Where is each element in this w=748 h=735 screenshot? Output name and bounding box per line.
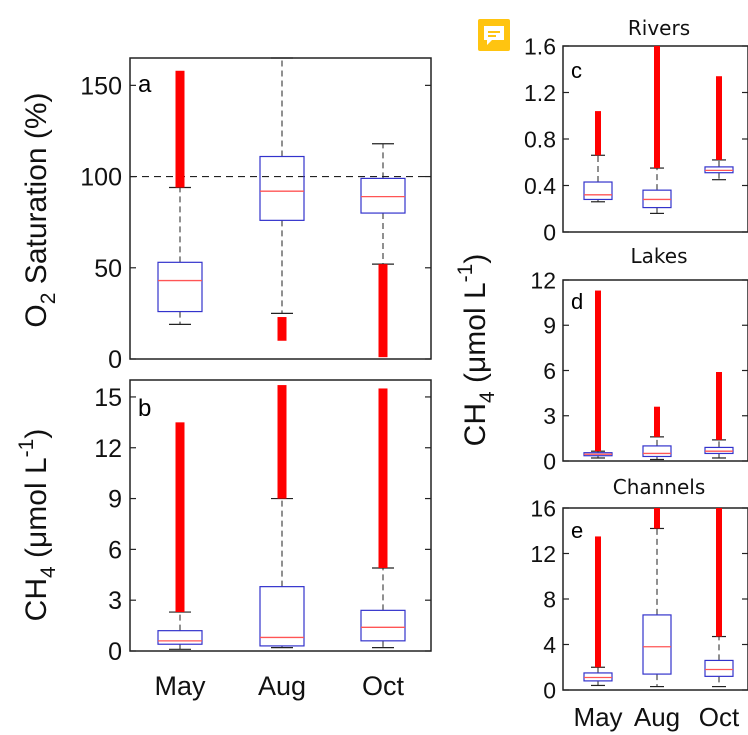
box [360,609,406,642]
ytick-label: 0 [543,448,556,474]
outlier-band [595,536,601,668]
ytick-label: 6 [108,536,122,564]
box [642,614,672,675]
box [259,155,305,221]
ytick-label: 12 [530,541,556,567]
ytick-label: 0 [108,346,122,374]
ytick-label: 0.4 [524,173,556,199]
panel-b-frame [129,379,432,652]
panel-e-yticks: 0 4 8 12 16 [530,495,748,703]
ytick-label: 50 [94,255,122,283]
outlier-band [716,372,722,440]
ytick-label: 12 [530,267,556,293]
ytick-label: 16 [530,495,556,521]
ytick-label: 0 [543,219,556,245]
panel-e-letter: e [571,518,583,543]
outlier-band [654,406,660,437]
panel-a-yticks: 0 50 100 150 [80,72,431,374]
panel-a-letter: a [138,71,152,98]
x-tick-left-may: May [154,671,206,701]
outlier-band [175,422,185,613]
ytick-label: 0.8 [524,126,556,152]
outlier-band [595,290,601,452]
ytick-label: 0 [108,638,122,666]
panel-e-plot [583,508,734,688]
ytick-label: 15 [94,384,122,412]
outlier-band [654,508,660,529]
outlier-band [595,111,601,156]
x-tick-left-aug: Aug [258,671,306,701]
outlier-band [654,46,660,169]
panel-b-letter: b [138,395,151,422]
panel-c: Rivers c 0 0.4 0.8 1.2 1.6 [524,16,748,245]
outlier-band [277,317,287,341]
x-tick-right-oct: Oct [699,702,740,732]
right-shared-ylabel: CH4 (μmol L-1) [454,254,499,447]
box [704,446,734,455]
box [360,177,406,214]
ytick-label: 4 [543,632,556,658]
comment-icon-graphic [478,19,510,51]
ytick-label: 3 [543,403,556,429]
x-axis-right: May Aug Oct [573,702,740,732]
panel-c-plot [583,46,734,214]
panel-b: b 0 3 6 9 12 15 CH4 (μmol L-1) [15,379,432,666]
ytick-label: 9 [543,313,556,339]
panel-d-title: Lakes [631,244,688,268]
panel-d-letter: d [571,289,583,314]
panel-a-ylabel: O2 Saturation (%) [20,92,60,327]
panel-a-plot [130,57,431,358]
box [157,630,203,645]
outlier-band [378,264,388,358]
outlier-band [716,508,722,637]
outlier-band [378,388,388,569]
ytick-label: 150 [80,72,122,100]
panel-e: Channels e 0 4 8 12 16 [530,475,748,703]
panel-c-yticks: 0 0.4 0.8 1.2 1.6 [524,33,748,245]
box [259,586,305,647]
panel-c-title: Rivers [628,16,690,40]
panel-d-yticks: 0 3 6 9 12 [530,267,748,474]
ytick-label: 9 [108,486,122,514]
x-axis-left: May Aug Oct [154,671,404,701]
box [642,445,672,458]
x-tick-right-may: May [573,702,622,732]
comment-icon[interactable] [477,18,511,52]
ytick-label: 1.2 [524,80,556,106]
panel-c-letter: c [571,58,582,83]
box [583,181,613,201]
panel-b-ylabel: CH4 (μmol L-1) [15,429,60,622]
panel-e-title: Channels [613,475,706,499]
ytick-label: 8 [543,586,556,612]
panel-b-yticks: 0 3 6 9 12 15 [94,384,431,666]
panel-a: a 0 50 100 150 O2 Saturation (%) [20,57,432,374]
ytick-label: 12 [94,435,122,463]
panel-d-plot [583,290,734,461]
ytick-label: 1.6 [524,33,556,59]
ytick-label: 6 [543,358,556,384]
outlier-band [175,70,185,188]
outlier-band [277,385,287,499]
box [157,261,203,313]
ytick-label: 100 [80,164,122,192]
ytick-label: 0 [543,677,556,703]
ytick-label: 3 [108,587,122,615]
panel-d: Lakes d 0 3 6 9 12 [530,244,748,474]
panel-b-plot [157,385,406,650]
outlier-band [716,76,722,160]
x-tick-right-aug: Aug [634,702,680,732]
box [704,659,734,677]
x-tick-left-oct: Oct [362,671,405,701]
